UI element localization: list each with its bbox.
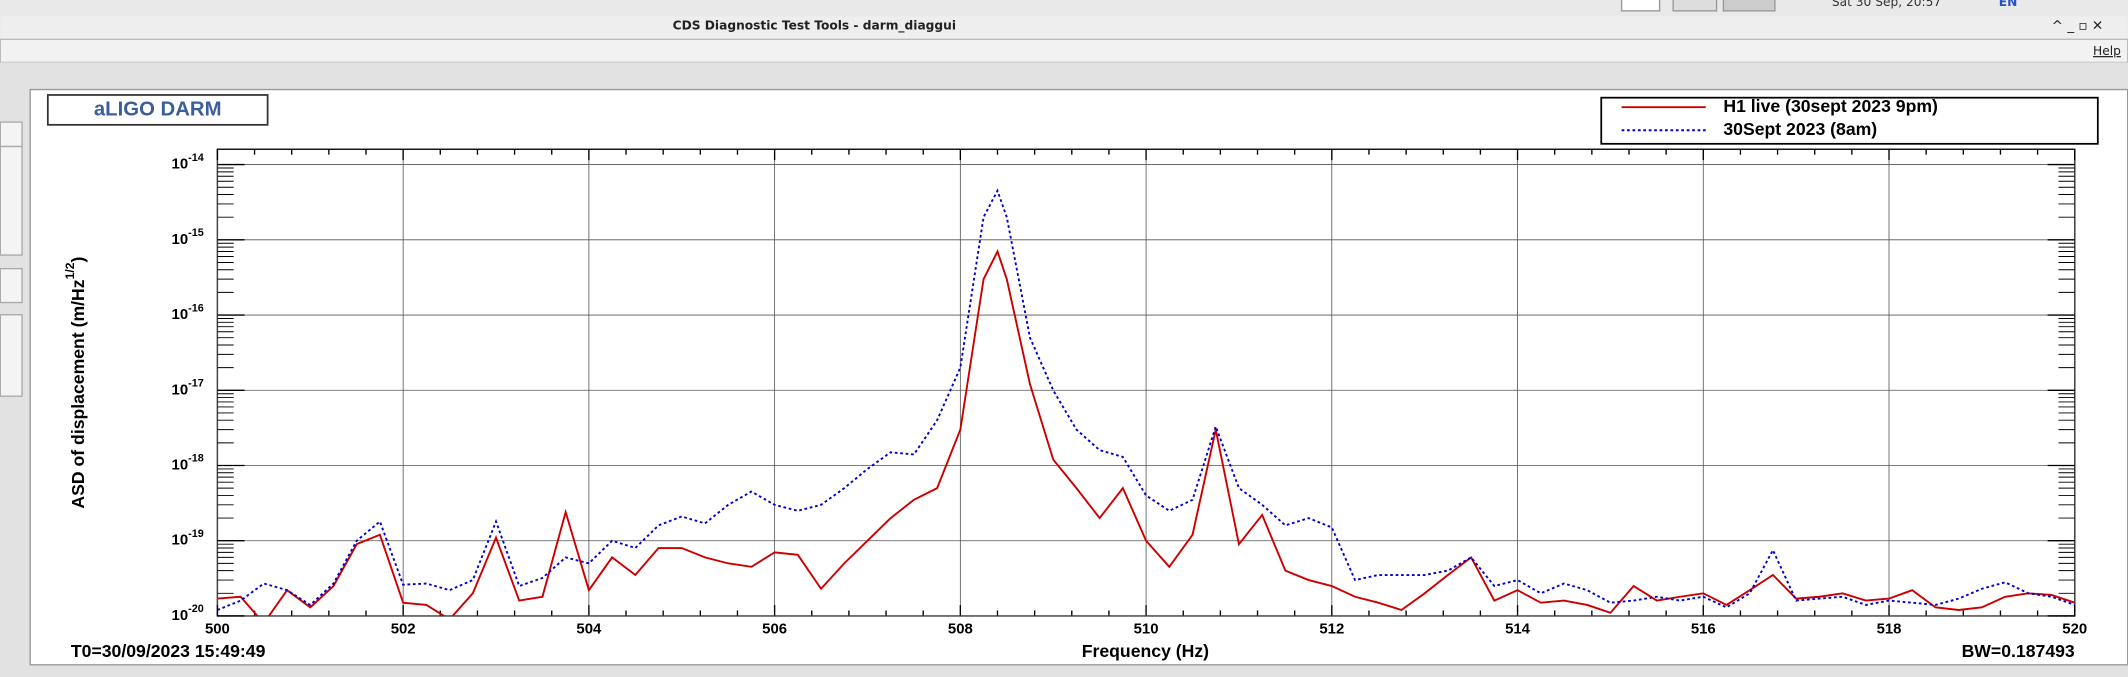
legend xyxy=(1600,96,2099,145)
y-tick-label: 10-18 xyxy=(172,453,204,474)
chart-canvas xyxy=(29,88,2128,666)
y-tick-base: 10 xyxy=(172,156,189,173)
x-tick-label: 516 xyxy=(1691,620,1716,637)
menu-bar xyxy=(0,38,2128,64)
menu-help[interactable]: Help xyxy=(2093,44,2121,58)
chart-title: aLIGO DARM xyxy=(94,98,222,120)
x-tick-label: 506 xyxy=(762,620,787,637)
y-tick-label: 10-19 xyxy=(172,528,204,549)
x-tick-label: 500 xyxy=(205,620,230,637)
y-tick-base: 10 xyxy=(172,231,189,248)
y-tick-label: 10-16 xyxy=(172,302,204,323)
start-time: T0=30/09/2023 15:49:49 xyxy=(71,641,266,661)
top-panel xyxy=(0,0,2128,17)
series-line xyxy=(217,188,2075,611)
x-tick-label: 520 xyxy=(2062,620,2087,637)
y-tick-label: 10-17 xyxy=(172,377,204,398)
panel-button[interactable] xyxy=(1620,0,1661,12)
y-tick-exponent: -15 xyxy=(188,227,204,239)
panel-button[interactable] xyxy=(1672,0,1718,12)
x-tick-label: 510 xyxy=(1134,620,1159,637)
x-tick-label: 518 xyxy=(1877,620,1902,637)
y-tick-exponent: -19 xyxy=(188,528,204,540)
y-tick-exponent: -16 xyxy=(188,302,204,314)
language: EN xyxy=(1999,0,2018,9)
y-tick-exponent: -20 xyxy=(188,603,204,615)
y-tick-base: 10 xyxy=(172,456,189,473)
y-tick-exponent: -17 xyxy=(188,377,204,389)
x-axis-label: Frequency (Hz) xyxy=(1082,641,1209,661)
x-tick-label: 504 xyxy=(576,620,602,637)
y-tick-base: 10 xyxy=(172,532,189,549)
side-control[interactable] xyxy=(0,121,23,148)
legend-label: 30Sept 2023 (8am) xyxy=(1723,119,1877,139)
y-tick-label: 10-15 xyxy=(172,227,204,248)
y-tick-base: 10 xyxy=(172,306,189,323)
bandwidth: BW=0.187493 xyxy=(1962,641,2075,661)
side-control[interactable] xyxy=(0,314,23,397)
legend-label: H1 live (30sept 2023 9pm) xyxy=(1723,96,1938,116)
y-tick-exponent: -14 xyxy=(188,152,204,164)
series-line xyxy=(217,249,2075,616)
y-tick-label: 10-20 xyxy=(172,603,204,624)
x-tick-label: 502 xyxy=(391,620,416,637)
y-axis-label: ASD of displacement (m/Hz1/2) xyxy=(63,257,88,509)
title-bar xyxy=(0,16,2128,40)
side-control[interactable] xyxy=(0,267,23,304)
window-controls[interactable]: ^ _ ▫ ✕ xyxy=(2052,18,2104,34)
x-tick-label: 514 xyxy=(1505,620,1531,637)
y-tick-base: 10 xyxy=(172,607,189,624)
y-tick-label: 10-14 xyxy=(172,152,204,173)
side-control[interactable] xyxy=(0,145,23,256)
y-tick-exponent: -18 xyxy=(188,453,204,465)
plot-lines xyxy=(217,188,2075,616)
window-title: CDS Diagnostic Test Tools - darm_diaggui xyxy=(673,18,956,33)
panel-button[interactable] xyxy=(1722,0,1776,12)
clock: Sat 30 Sep, 20:57 xyxy=(1832,0,1941,9)
x-tick-label: 512 xyxy=(1319,620,1344,637)
y-tick-base: 10 xyxy=(172,381,189,398)
title-box xyxy=(46,94,269,126)
x-tick-label: 508 xyxy=(948,620,973,637)
